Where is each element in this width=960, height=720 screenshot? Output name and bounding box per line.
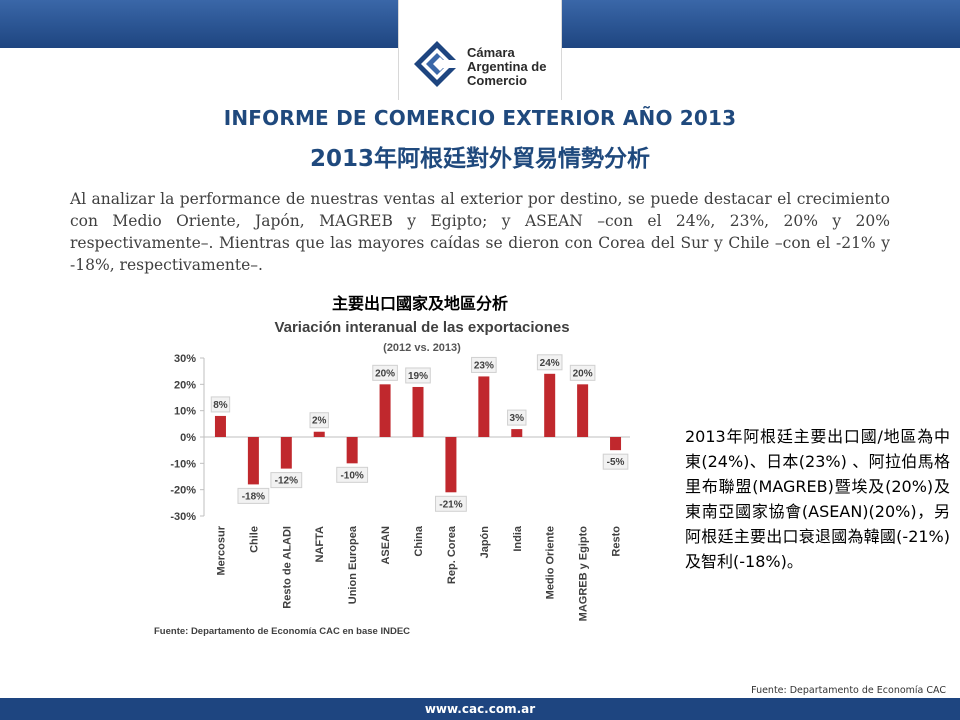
bar (313, 431, 325, 437)
x-tick-label: NAFTA (314, 526, 326, 563)
y-tick-label: 10% (174, 406, 196, 418)
data-label: 23% (474, 360, 494, 371)
data-label: -12% (275, 476, 298, 487)
y-tick-label: -10% (170, 458, 196, 470)
data-label-box (309, 412, 329, 429)
data-label-box (569, 364, 596, 381)
x-tick-label: Chile (248, 526, 260, 553)
data-labels: 8% -18% -12% 2% -10% 20% 19% -21% 23% 3% 24% 20% -5% (210, 354, 629, 512)
report-title-zh: 2013年阿根廷對外貿易情勢分析 (309, 146, 650, 172)
x-tick-label: India (512, 525, 524, 552)
bar (544, 373, 556, 437)
data-label-box (336, 466, 369, 483)
data-label-box (270, 472, 303, 489)
data-label-box (405, 367, 431, 384)
bar (478, 376, 490, 437)
bar (511, 429, 523, 437)
summary-text-zh: 2013年阿根廷主要出口國/地區為中東(24%)、日本(23%) 、阿拉伯馬格里… (685, 427, 950, 571)
logo-line: Cámara (467, 45, 515, 60)
bar (214, 415, 226, 437)
data-label: -10% (340, 470, 363, 481)
data-label-box (435, 495, 467, 512)
bar (445, 437, 457, 493)
x-tick-label: China (413, 525, 425, 556)
data-label: -5% (607, 457, 625, 468)
data-label-box (210, 396, 231, 413)
logo-line: Argentina de (467, 59, 547, 74)
data-label: 3% (510, 413, 525, 424)
x-tick-label: Mercosur (215, 525, 227, 575)
data-label: -21% (439, 499, 462, 510)
bottom-banner (0, 698, 960, 720)
cac-logo-icon (414, 41, 461, 87)
bar (247, 437, 259, 485)
bar (346, 437, 358, 464)
data-label-box (372, 364, 398, 381)
logo-wordmark: Cámara Argentina de Comercio (467, 46, 546, 88)
summary-source: Fuente: Departamento de Economía CAC (751, 685, 946, 696)
data-label-box (471, 356, 497, 373)
data-label-box (237, 487, 270, 504)
bar (610, 437, 622, 451)
cac-logo: Cámara Argentina de Comercio (398, 0, 562, 100)
x-tick-label: Medio Oriente (545, 526, 557, 599)
export-variation-chart: Variación interanual de las exportacione… (154, 319, 630, 637)
data-label: -18% (242, 491, 265, 502)
x-tick-label: ASEAN (380, 526, 392, 565)
bar (577, 384, 589, 437)
y-tick-label: -30% (170, 511, 196, 523)
footer-url[interactable]: www.cac.com.ar (424, 702, 536, 716)
chart-heading-zh: 主要出口國家及地區分析 (331, 294, 508, 313)
data-label: 20% (375, 368, 395, 379)
data-label: 20% (573, 368, 593, 379)
chart-source: Fuente: Departamento de Economía CAC en … (154, 626, 410, 637)
data-label: 24% (540, 358, 560, 369)
intro-paragraph: Al analizar la performance de nuestras v… (70, 190, 890, 274)
report-title-es: INFORME DE COMERCIO EXTERIOR AÑO 2013 (223, 106, 737, 130)
bar (412, 386, 424, 437)
y-tick-label: -20% (170, 485, 196, 497)
x-tick-label: Rep. Corea (446, 525, 458, 584)
bar (379, 384, 391, 437)
x-tick-label: Resto de ALADI (281, 526, 293, 609)
data-label-box (536, 354, 563, 371)
logo-line: Comercio (467, 73, 527, 88)
x-tick-label: MAGREB y Egipto (578, 526, 590, 622)
x-tick-label: Union Europea (347, 525, 359, 604)
y-tick-label: 0% (180, 432, 196, 444)
data-label-box (507, 409, 527, 426)
bar (280, 437, 292, 469)
x-tick-label: Japón (479, 526, 491, 559)
bar-series (214, 373, 622, 493)
chart-title: Variación interanual de las exportacione… (274, 319, 569, 336)
data-label: 8% (213, 400, 228, 411)
x-axis-labels: Mercosur Chile Resto de ALADI NAFTA Union Eu… (215, 525, 622, 621)
chart-subtitle: (2012 vs. 2013) (383, 342, 461, 354)
data-label: 19% (408, 371, 428, 382)
x-tick-label: Resto (611, 526, 623, 557)
data-label-box (602, 453, 629, 470)
y-tick-label: 20% (174, 379, 196, 391)
y-tick-label: 30% (174, 353, 196, 365)
data-label: 2% (312, 416, 327, 427)
